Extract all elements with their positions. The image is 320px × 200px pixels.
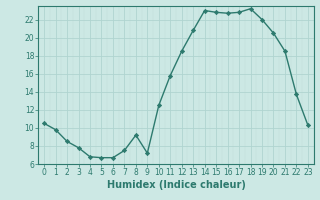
X-axis label: Humidex (Indice chaleur): Humidex (Indice chaleur) <box>107 180 245 190</box>
